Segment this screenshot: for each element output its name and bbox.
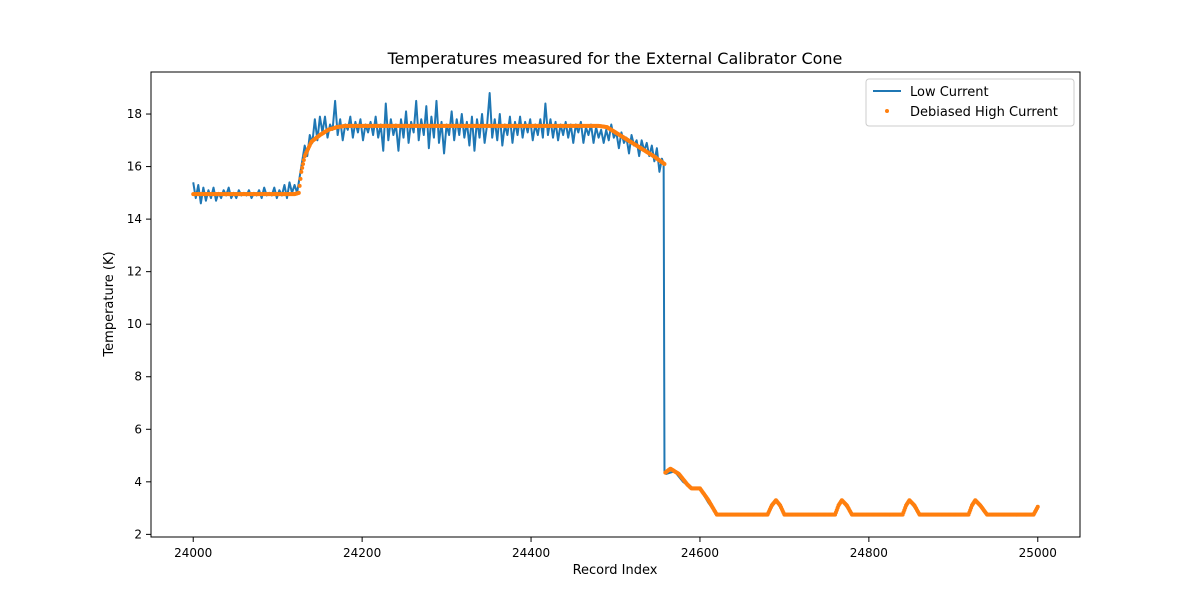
series-scatter-high-current — [191, 123, 1040, 517]
y-axis: 2 4 6 8 10 12 14 16 18 — [127, 107, 151, 541]
y-tick-label: 2 — [134, 527, 142, 541]
scatter-point — [298, 176, 303, 181]
plot-area — [191, 92, 1040, 517]
x-tick-label: 24800 — [850, 546, 888, 560]
y-tick-label: 14 — [127, 212, 142, 226]
scatter-point — [300, 165, 305, 170]
legend-box — [865, 78, 1075, 127]
y-axis-label: Temperature (K) — [102, 251, 117, 357]
scatter-point — [1035, 504, 1040, 509]
scatter-point — [299, 169, 304, 174]
legend-swatch-high-current — [885, 109, 889, 113]
x-tick-label: 24400 — [512, 546, 550, 560]
legend-label-low-current: Low Current — [910, 85, 989, 100]
scatter-point — [301, 158, 306, 163]
chart-title: Temperatures measured for the External C… — [387, 49, 843, 68]
y-tick-label: 18 — [127, 107, 142, 121]
y-tick-label: 8 — [134, 370, 142, 384]
x-axis-label: Record Index — [573, 563, 658, 578]
x-tick-label: 24000 — [174, 546, 212, 560]
y-tick-label: 4 — [134, 475, 142, 489]
y-tick-label: 16 — [127, 160, 142, 174]
scatter-point — [301, 161, 306, 166]
x-tick-label: 24200 — [343, 546, 381, 560]
series-layer — [191, 92, 1040, 517]
plot-frame — [150, 71, 1081, 538]
legend: Low Current Debiased High Current — [865, 78, 1075, 127]
scatter-point — [662, 161, 667, 166]
legend-label-high-current: Debiased High Current — [910, 105, 1058, 120]
y-tick-label: 6 — [134, 422, 142, 436]
scatter-point — [296, 190, 301, 195]
scatter-point — [297, 183, 302, 188]
y-tick-label: 10 — [127, 317, 142, 331]
x-tick-label: 24600 — [681, 546, 719, 560]
y-tick-label: 12 — [127, 265, 142, 279]
x-tick-label: 25000 — [1019, 546, 1057, 560]
x-axis: 24000 24200 24400 24600 24800 25000 — [174, 537, 1057, 560]
